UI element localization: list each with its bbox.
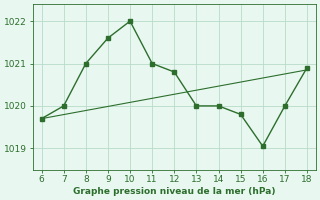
X-axis label: Graphe pression niveau de la mer (hPa): Graphe pression niveau de la mer (hPa)	[73, 187, 276, 196]
